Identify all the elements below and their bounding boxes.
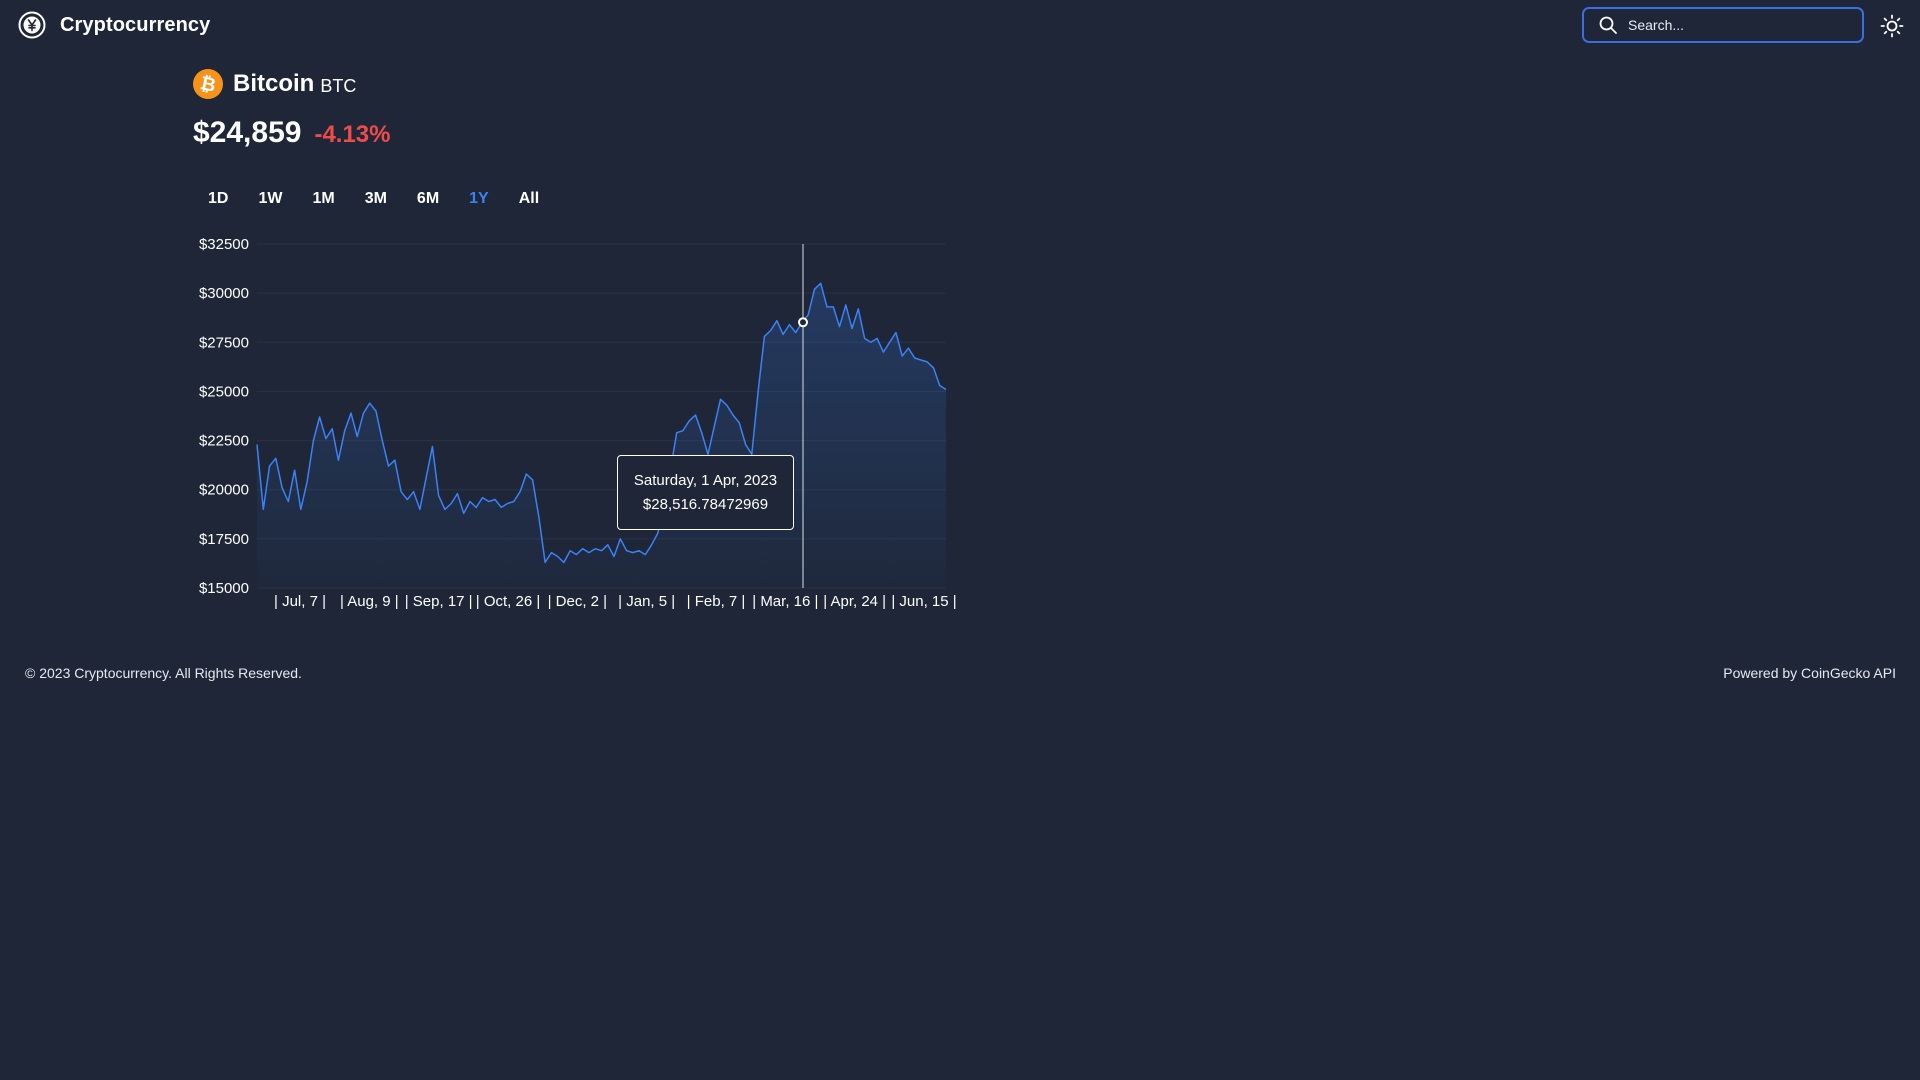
y-tick-label: $22500: [199, 433, 249, 450]
search-box[interactable]: [1582, 7, 1864, 43]
coin-header: ₿ Bitcoin BTC: [193, 69, 356, 99]
x-tick-label: | Jul, 7 |: [274, 593, 326, 610]
y-tick-label: $20000: [199, 482, 249, 499]
range-selector: 1D 1W 1M 3M 6M 1Y All: [193, 188, 569, 210]
y-tick-label: $15000: [199, 580, 249, 597]
current-price: $24,859: [193, 116, 302, 149]
app-title: Cryptocurrency: [60, 13, 211, 36]
top-bar: Cryptocurrency: [0, 0, 1920, 54]
tooltip-date: Saturday, 1 Apr, 2023: [633, 472, 778, 489]
x-tick-label: | Apr, 24 |: [823, 593, 886, 610]
x-tick-label: | Feb, 7 |: [687, 593, 746, 610]
series-line: [256, 282, 947, 564]
tooltip-value: $28,516.78472969: [642, 496, 769, 513]
search-icon: [1599, 16, 1617, 34]
y-tick-label: $27500: [199, 334, 249, 351]
footer-powered-by: Powered by CoinGecko API: [1723, 665, 1896, 681]
x-tick-label: | Mar, 16 |: [752, 593, 818, 610]
y-tick-label: $32500: [199, 236, 249, 253]
x-tick-label: | Jun, 15 |: [891, 593, 956, 610]
x-tick-label: | Jan, 5 |: [618, 593, 675, 610]
y-tick-label: $30000: [199, 285, 249, 302]
svg-text:₿: ₿: [198, 73, 218, 97]
range-button-1d[interactable]: 1D: [208, 188, 228, 210]
y-tick-label: $17500: [199, 531, 249, 548]
series-area: [257, 283, 946, 588]
range-button-1w[interactable]: 1W: [258, 188, 282, 210]
yen-circle-icon: [18, 11, 46, 39]
x-tick-label: | Dec, 2 |: [548, 593, 607, 610]
coin-name: Bitcoin: [233, 70, 315, 97]
price-chart-svg[interactable]: $32500 $30000 $27500 $25000 $22500 $20000 $175…: [0, 0, 1000, 640]
range-button-all[interactable]: All: [519, 188, 539, 210]
x-tick-label: | Sep, 17 |: [405, 593, 473, 610]
y-tick-label: $25000: [199, 383, 249, 400]
brand-link[interactable]: Cryptocurrency: [18, 11, 210, 39]
footer-copyright: © 2023 Cryptocurrency. All Rights Reserv…: [25, 665, 302, 681]
coin-symbol: BTC: [320, 75, 357, 96]
price-chart[interactable]: $32500 $30000 $27500 $25000 $22500 $20000 $175…: [0, 0, 1000, 640]
hover-point: [798, 317, 808, 328]
range-button-3m[interactable]: 3M: [365, 188, 387, 210]
range-button-1m[interactable]: 1M: [312, 188, 334, 210]
price-change: -4.13%: [314, 121, 391, 148]
search-input[interactable]: [1626, 16, 1850, 34]
x-tick-label: | Oct, 26 |: [476, 593, 540, 610]
range-button-6m[interactable]: 6M: [417, 188, 439, 210]
range-button-1y[interactable]: 1Y: [469, 188, 489, 210]
x-tick-label: | Aug, 9 |: [340, 593, 399, 610]
price-row: $24,859 -4.13%: [193, 116, 391, 150]
sun-icon[interactable]: [1880, 14, 1904, 38]
bitcoin-logo-icon: ₿: [193, 69, 223, 99]
chart-tooltip: Saturday, 1 Apr, 2023 $28,516.78472969: [617, 455, 794, 530]
